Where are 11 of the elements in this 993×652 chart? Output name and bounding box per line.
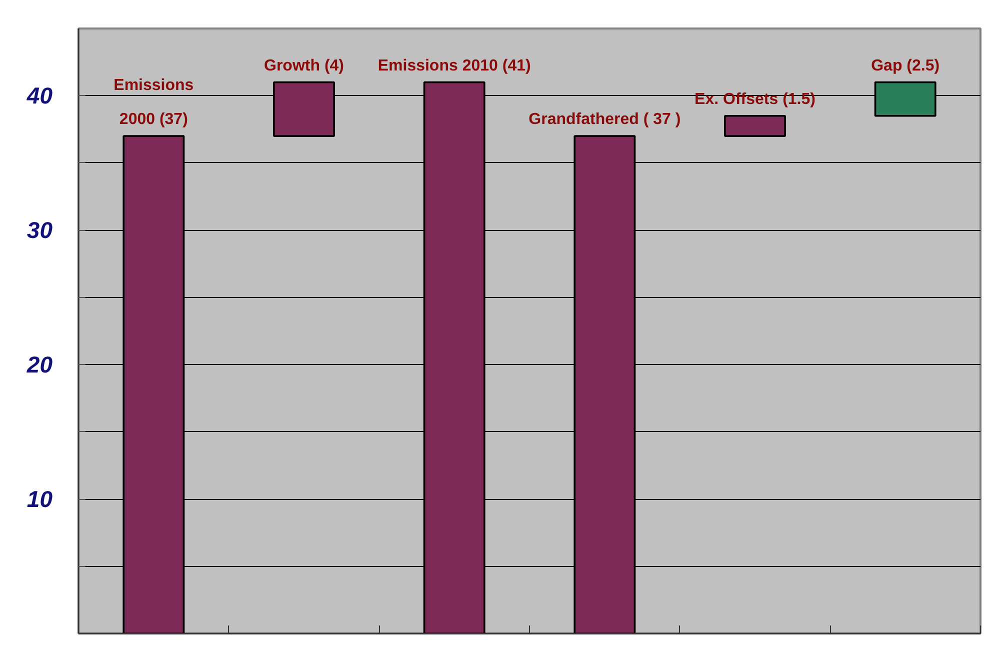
data-label: Ex. Offsets (1.5) — [694, 90, 816, 108]
data-label: Emissions 2000 (37) — [114, 77, 194, 128]
data-label: Growth (4) — [264, 57, 344, 74]
data-label: Grandfathered ( 37 ) — [528, 111, 681, 128]
y-tick-label: 30 — [26, 217, 53, 244]
data-label: Emissions 2010 (41) — [378, 57, 531, 74]
data-label: Gap (2.5) — [871, 57, 940, 74]
bar — [724, 114, 786, 137]
y-tick-label: 20 — [26, 352, 53, 378]
y-tick-label: 40 — [26, 82, 53, 109]
y-tick-label: 10 — [26, 486, 53, 512]
